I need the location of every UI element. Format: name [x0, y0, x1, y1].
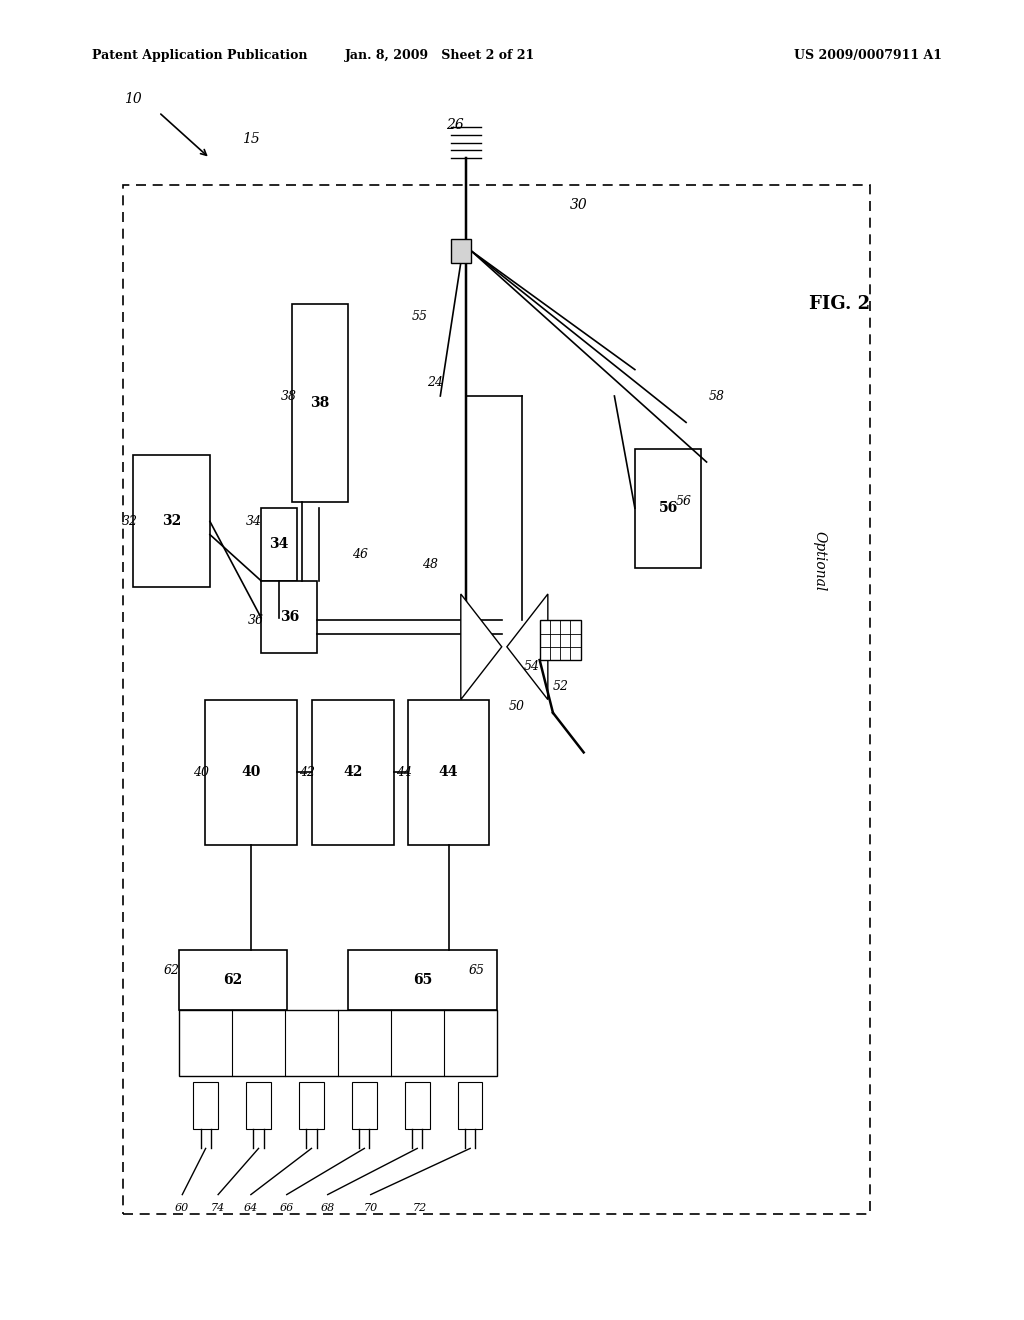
Text: Optional: Optional [812, 531, 826, 591]
Text: 32: 32 [122, 515, 138, 528]
Text: 54: 54 [523, 660, 540, 673]
Polygon shape [507, 594, 548, 700]
Text: Patent Application Publication: Patent Application Publication [92, 49, 307, 62]
Text: 62: 62 [164, 964, 180, 977]
Text: 48: 48 [422, 558, 438, 572]
Text: 34: 34 [269, 537, 289, 552]
Bar [133, 455, 210, 587]
Text: US 2009/0007911 A1: US 2009/0007911 A1 [794, 49, 942, 62]
Text: 40: 40 [193, 766, 209, 779]
Text: 38: 38 [281, 389, 297, 403]
Text: 36: 36 [280, 610, 299, 624]
Polygon shape [461, 594, 502, 700]
Bar [635, 449, 701, 568]
Bar [194, 1082, 218, 1129]
Bar [261, 581, 317, 653]
Text: 42: 42 [344, 766, 362, 779]
Bar [246, 1082, 270, 1129]
Text: 65: 65 [413, 973, 432, 987]
Bar [451, 239, 471, 263]
Text: 52: 52 [553, 680, 569, 693]
Text: 44: 44 [438, 766, 459, 779]
Bar [179, 1010, 497, 1076]
Bar [261, 508, 297, 581]
Text: 56: 56 [658, 502, 678, 515]
Text: 44: 44 [396, 766, 413, 779]
Text: Jan. 8, 2009   Sheet 2 of 21: Jan. 8, 2009 Sheet 2 of 21 [345, 49, 536, 62]
Text: 65: 65 [468, 964, 484, 977]
Text: 40: 40 [242, 766, 260, 779]
Bar [179, 950, 287, 1010]
Text: 58: 58 [709, 389, 725, 403]
Bar [540, 620, 581, 660]
Bar [404, 1082, 430, 1129]
Text: 64: 64 [244, 1203, 258, 1213]
Text: 36: 36 [248, 614, 264, 627]
Bar [312, 700, 394, 845]
Text: 15: 15 [242, 132, 260, 145]
Text: 72: 72 [413, 1203, 427, 1213]
Bar [299, 1082, 324, 1129]
Text: 32: 32 [162, 515, 181, 528]
Text: 24: 24 [427, 376, 443, 389]
Bar [458, 1082, 482, 1129]
Text: 34: 34 [246, 515, 262, 528]
Text: 10: 10 [124, 92, 142, 106]
Text: 66: 66 [280, 1203, 294, 1213]
Bar [348, 950, 497, 1010]
Text: 30: 30 [569, 198, 588, 211]
Text: 68: 68 [321, 1203, 335, 1213]
Text: 26: 26 [445, 119, 464, 132]
Text: 60: 60 [175, 1203, 189, 1213]
Text: FIG. 2: FIG. 2 [809, 294, 870, 313]
Bar [292, 304, 348, 502]
Text: 42: 42 [299, 766, 315, 779]
Text: 70: 70 [364, 1203, 378, 1213]
Text: 38: 38 [310, 396, 330, 409]
Bar [205, 700, 297, 845]
Bar [352, 1082, 377, 1129]
Bar [408, 700, 489, 845]
Text: 55: 55 [412, 310, 428, 323]
Text: 46: 46 [352, 548, 369, 561]
Text: 50: 50 [509, 700, 525, 713]
Text: 62: 62 [223, 973, 243, 987]
Text: 74: 74 [211, 1203, 225, 1213]
Text: 56: 56 [676, 495, 692, 508]
